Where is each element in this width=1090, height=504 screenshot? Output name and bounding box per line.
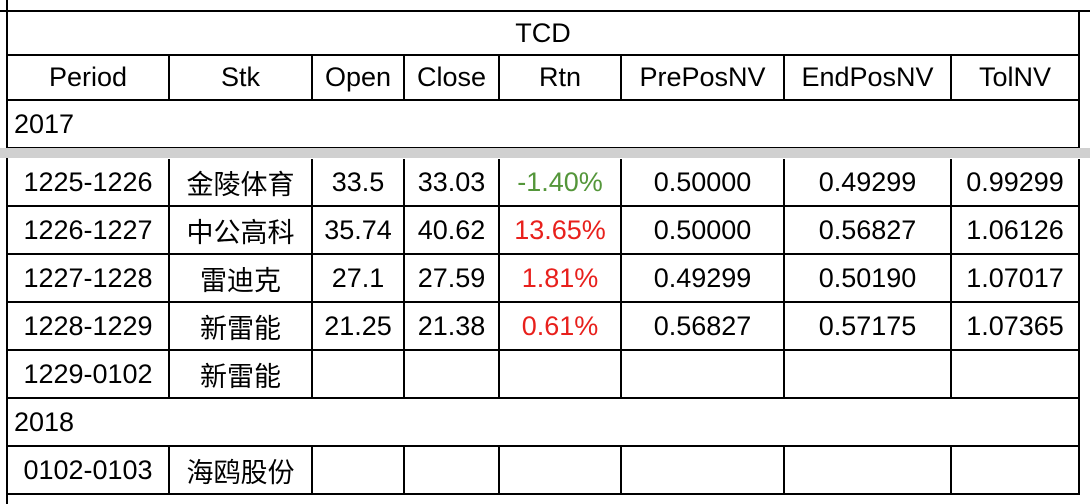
column-header: PrePosNV bbox=[622, 56, 785, 101]
cell: 1.07365 bbox=[952, 303, 1080, 351]
cell: 1229-0102 bbox=[8, 351, 170, 399]
cell bbox=[785, 351, 952, 399]
column-header: Close bbox=[405, 56, 500, 101]
column-header: Rtn bbox=[500, 56, 622, 101]
left-border bbox=[6, 0, 8, 504]
cell: 1226-1227 bbox=[8, 207, 170, 255]
cell: 1.81% bbox=[500, 255, 622, 303]
column-header: Open bbox=[313, 56, 405, 101]
cell: 0.57175 bbox=[785, 303, 952, 351]
cell bbox=[313, 351, 405, 399]
cell: 新雷能 bbox=[170, 351, 313, 399]
partial-row bbox=[0, 0, 1090, 12]
cell: 雷迪克 bbox=[170, 255, 313, 303]
section-label: 2018 bbox=[8, 399, 1080, 447]
cell: 0.61% bbox=[500, 303, 622, 351]
cell: 0.56827 bbox=[785, 207, 952, 255]
cell bbox=[952, 351, 1080, 399]
column-header: Stk bbox=[170, 56, 313, 101]
cell: 33.03 bbox=[405, 159, 500, 207]
cell: 0.99299 bbox=[952, 159, 1080, 207]
cell: 1.06126 bbox=[952, 207, 1080, 255]
cell: 21.38 bbox=[405, 303, 500, 351]
cell: 1227-1228 bbox=[8, 255, 170, 303]
cell: 13.65% bbox=[500, 207, 622, 255]
cell: 0.50190 bbox=[785, 255, 952, 303]
frozen-pane-divider bbox=[0, 148, 1090, 158]
cell bbox=[313, 447, 405, 495]
cell: 海鸥股份 bbox=[170, 447, 313, 495]
cell: 1.07017 bbox=[952, 255, 1080, 303]
column-header: TolNV bbox=[952, 56, 1080, 101]
cell: 27.59 bbox=[405, 255, 500, 303]
cell bbox=[952, 447, 1080, 495]
cell: -1.40% bbox=[500, 159, 622, 207]
cell: 1228-1229 bbox=[8, 303, 170, 351]
cell bbox=[405, 351, 500, 399]
cell: 40.62 bbox=[405, 207, 500, 255]
cell: 1225-1226 bbox=[8, 159, 170, 207]
cell: 0.56827 bbox=[622, 303, 785, 351]
cell: 35.74 bbox=[313, 207, 405, 255]
cell: 27.1 bbox=[313, 255, 405, 303]
cell: 21.25 bbox=[313, 303, 405, 351]
cell bbox=[500, 447, 622, 495]
cell: 0.49299 bbox=[785, 159, 952, 207]
column-header: Period bbox=[8, 56, 170, 101]
cell bbox=[622, 351, 785, 399]
cell bbox=[405, 447, 500, 495]
cell: 0.50000 bbox=[622, 207, 785, 255]
cell: 金陵体育 bbox=[170, 159, 313, 207]
section-label: 2017 bbox=[8, 101, 1080, 149]
cell bbox=[622, 447, 785, 495]
cell: 中公高科 bbox=[170, 207, 313, 255]
cell: 新雷能 bbox=[170, 303, 313, 351]
cell: 0102-0103 bbox=[8, 447, 170, 495]
title: TCD bbox=[8, 12, 1080, 56]
cell: 0.50000 bbox=[622, 159, 785, 207]
cell: 33.5 bbox=[313, 159, 405, 207]
cell bbox=[500, 351, 622, 399]
cell bbox=[785, 447, 952, 495]
cell: 0.49299 bbox=[622, 255, 785, 303]
column-header: EndPosNV bbox=[785, 56, 952, 101]
